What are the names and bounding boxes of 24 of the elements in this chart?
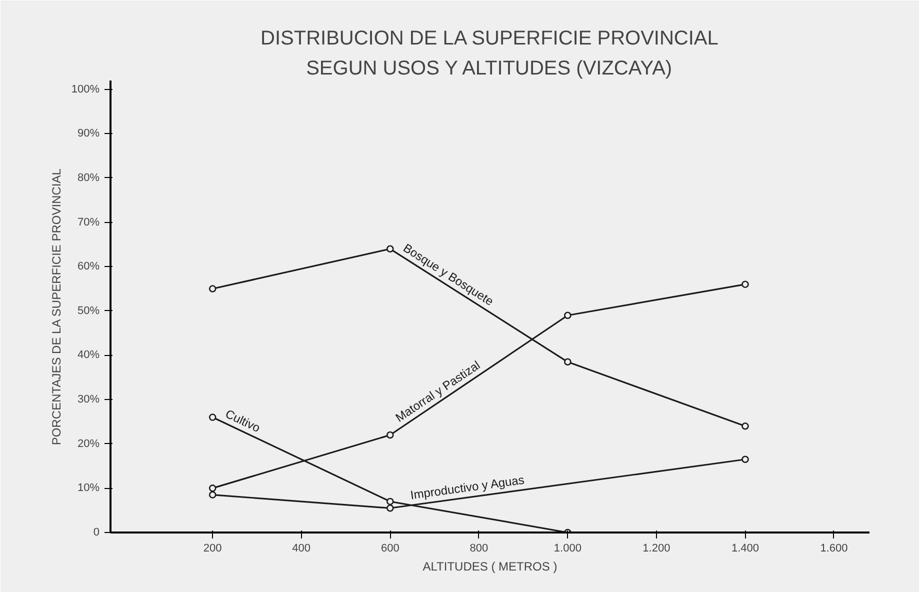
y-tick-label: 40%: [77, 349, 100, 362]
chart-title: DISTRIBUCION DE LA SUPERFICIE PROVINCIAL: [260, 28, 718, 50]
y-tick-label: 20%: [77, 438, 100, 450]
x-tick-label: 1.600: [820, 542, 848, 554]
y-tick-label: 70%: [77, 216, 100, 228]
y-axis-title: PORCENTAJES DE LA SUPERFICIE PROVINCIAL: [49, 168, 64, 446]
x-tick-label: 200: [203, 542, 222, 554]
y-tick-label: 60%: [77, 260, 100, 273]
y-tick-label: 90%: [77, 128, 100, 140]
y-tick-label: 50%: [77, 304, 100, 317]
y-tick-label: 0: [93, 526, 100, 538]
x-tick-label: 600: [380, 542, 400, 554]
x-tick-label: 1.200: [642, 542, 670, 554]
x-tick-label: 400: [292, 542, 311, 554]
x-tick-label: 1.000: [554, 542, 582, 554]
x-tick-label: 1.400: [731, 542, 759, 554]
x-axis-title: ALTITUDES ( METROS ): [422, 560, 558, 574]
y-tick-label: 30%: [77, 394, 100, 406]
y-tick-label: 10%: [77, 482, 100, 494]
x-tick-label: 800: [470, 542, 488, 554]
y-tick-label: 100%: [71, 83, 100, 96]
chart-subtitle: SEGUN USOS Y ALTITUDES (VIZCAYA): [306, 58, 672, 80]
y-tick-label: 80%: [77, 172, 100, 184]
text: Improductivo y Aguas: [410, 472, 526, 502]
